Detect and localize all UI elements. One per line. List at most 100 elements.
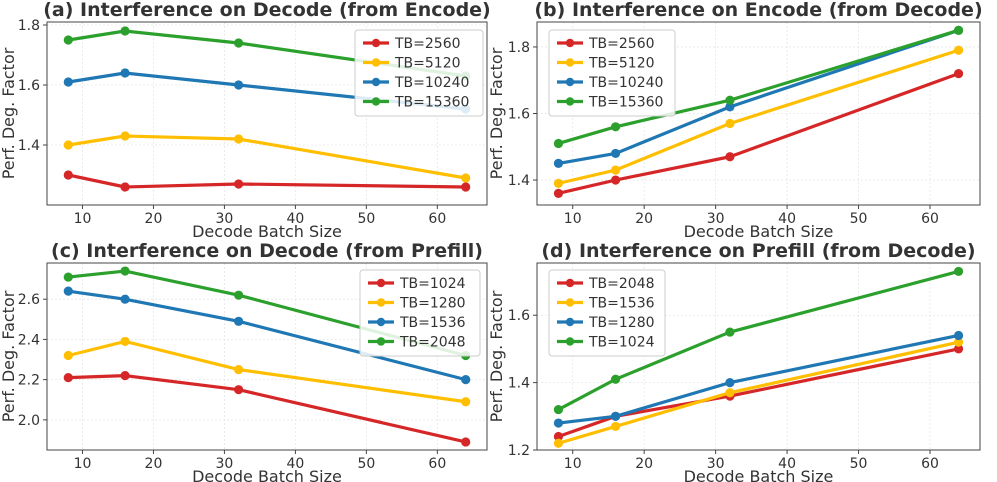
x-tick-label: 40: [286, 456, 304, 472]
axes-frame: [46, 262, 488, 451]
data-point: [461, 182, 471, 192]
x-axis-label: Decode Batch Size: [684, 467, 834, 482]
legend-item: TB=5120: [557, 56, 655, 72]
data-point: [120, 266, 130, 276]
x-tick-label: 20: [635, 456, 653, 472]
y-tick-label: 1.8: [508, 40, 530, 56]
y-tick-label: 1.6: [18, 78, 40, 94]
data-point: [610, 374, 621, 384]
legend-label: TB=1536: [399, 315, 466, 331]
data-point: [553, 438, 564, 448]
legend-item: TB=1024: [368, 276, 466, 292]
series-TB=1280: [553, 330, 964, 428]
legend-label: TB=1280: [588, 315, 655, 331]
data-point: [234, 290, 244, 300]
legend-item: TB=1536: [368, 315, 466, 331]
x-tick-label: 40: [778, 211, 796, 227]
legend-label: TB=15360: [394, 95, 469, 111]
series-TB=2560: [553, 68, 964, 198]
x-tick-label: 10: [74, 456, 92, 472]
data-point: [234, 38, 244, 48]
data-point: [553, 431, 564, 442]
legend-label: TB=2048: [588, 276, 655, 292]
data-point: [553, 158, 564, 169]
series-TB=1024: [63, 371, 471, 447]
data-point: [725, 378, 735, 388]
legend-item: TB=1536: [557, 296, 655, 312]
legend-label: TB=2560: [588, 36, 655, 52]
y-tick-label: 1.6: [508, 308, 530, 324]
data-point: [120, 26, 130, 36]
series-TB=5120: [553, 45, 964, 188]
series-TB=1536: [553, 337, 964, 448]
legend-swatch-marker: [565, 38, 575, 48]
series-TB=5120: [63, 131, 471, 183]
x-tick-label: 30: [707, 456, 725, 472]
data-point: [725, 102, 735, 112]
axes-frame: [536, 262, 981, 451]
x-tick-label: 20: [145, 211, 163, 227]
x-tick-label: 40: [778, 456, 796, 472]
x-tick-label: 40: [286, 211, 304, 227]
axes-frame: [46, 21, 488, 206]
data-point: [120, 68, 130, 78]
series-line: [66, 71, 468, 111]
data-point: [725, 118, 735, 129]
data-point: [63, 35, 73, 45]
legend-swatch-marker: [376, 337, 386, 346]
series-TB=1280: [63, 336, 471, 407]
data-point: [953, 68, 964, 79]
x-tick-label: 20: [635, 211, 653, 227]
series-line: [66, 29, 468, 78]
legend-box: [354, 29, 484, 117]
chart-title: (d) Interference on Prefill (from Decode…: [541, 240, 975, 262]
data-point: [234, 385, 244, 395]
legend-label: TB=1024: [399, 276, 466, 292]
data-point: [461, 397, 471, 407]
x-tick-label: 10: [564, 456, 582, 472]
x-tick-label: 60: [428, 211, 446, 227]
legend-swatch-marker: [565, 278, 575, 288]
chart-title: (c) Interference on Decode (from Prefill…: [51, 240, 483, 262]
data-point: [120, 336, 130, 347]
x-tick-label: 50: [850, 456, 868, 472]
data-point: [610, 122, 621, 132]
legend-swatch-marker: [565, 317, 575, 327]
data-point: [63, 373, 73, 383]
data-point: [553, 418, 564, 428]
data-point: [553, 138, 564, 149]
legend-item: TB=1280: [557, 315, 655, 331]
data-point: [63, 170, 73, 180]
x-axis-label: Decode Batch Size: [684, 222, 834, 241]
x-tick-label: 60: [428, 456, 446, 472]
legend-label: TB=15360: [588, 95, 663, 111]
series-TB=1024: [553, 266, 964, 415]
data-point: [120, 371, 130, 381]
data-point: [234, 364, 244, 375]
y-tick-label: 2.2: [18, 373, 40, 389]
legend-swatch-marker: [376, 298, 386, 307]
chart-title: (a) Interference on Decode (from Encode): [43, 0, 490, 21]
legend-swatch-marker: [565, 298, 575, 307]
data-point: [234, 134, 244, 144]
series-line: [66, 269, 468, 358]
data-point: [610, 148, 621, 159]
y-tick-label: 2.0: [18, 413, 40, 429]
data-point: [725, 152, 735, 162]
legend-swatch-marker: [565, 58, 575, 67]
chart-d: 10 20 30 40 50 60 1.2 1.4 1.6 (d) Interference on…: [487, 240, 981, 482]
data-point: [953, 344, 964, 354]
data-point: [953, 330, 964, 341]
legend-item: TB=2560: [363, 36, 461, 52]
data-point: [234, 80, 244, 90]
x-tick-label: 30: [216, 211, 234, 227]
legend-swatch-marker: [371, 58, 381, 67]
legend: TB=2560 TB=5120 TB=10240 TB=15360: [548, 29, 676, 117]
legend-item: TB=15360: [363, 95, 469, 111]
series-line: [556, 347, 961, 439]
legend-swatch-marker: [376, 278, 386, 288]
y-axis-label: Perf. Deg. Factor: [487, 290, 506, 422]
legend-swatch-marker: [565, 97, 575, 106]
x-axis-label: Decode Batch Size: [192, 467, 342, 482]
data-point: [63, 350, 73, 361]
